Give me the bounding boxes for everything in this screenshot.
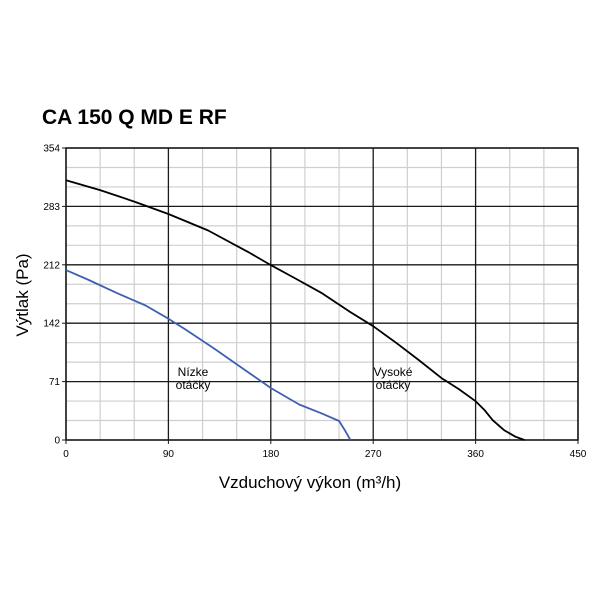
minor-grid (66, 148, 578, 440)
x-tick-label: 180 (262, 449, 279, 460)
y-tick-label: 354 (43, 144, 60, 155)
annotation-line: otáčky (376, 378, 411, 392)
series-layer (65, 179, 525, 441)
x-axis-label: Vzduchový výkon (m³/h) (219, 473, 401, 492)
major-grid (62, 147, 579, 444)
x-tick-label: 0 (63, 449, 69, 460)
x-tick-label: 450 (570, 449, 587, 460)
y-tick-label: 0 (54, 436, 60, 447)
x-tick-label: 90 (163, 449, 175, 460)
annotation-line: Nízke (178, 365, 209, 379)
y-tick-label: 212 (43, 260, 60, 271)
y-axis-ticks: 0 71 142 212 283 354 (43, 144, 60, 447)
chart-title: CA 150 Q MD E RF (42, 106, 227, 129)
annotation-line: Vysoké (374, 365, 413, 379)
x-tick-label: 270 (365, 449, 382, 460)
x-axis-ticks: 0 90 180 270 360 450 (63, 449, 587, 460)
y-tick-label: 283 (43, 202, 60, 213)
y-tick-label: 142 (43, 319, 60, 330)
x-tick-label: 360 (467, 449, 484, 460)
y-axis-label: Výtlak (Pa) (13, 253, 32, 336)
y-tick-label: 71 (49, 377, 61, 388)
plot-border (65, 147, 579, 441)
annotation-line: otáčky (176, 378, 211, 392)
series-line-vysoke-otacky (65, 179, 525, 441)
series-line-nizke-otacky (65, 269, 352, 441)
annotation-label: Vysoké otáčky (374, 365, 413, 392)
annotation-label: Nízke otáčky (176, 365, 211, 392)
